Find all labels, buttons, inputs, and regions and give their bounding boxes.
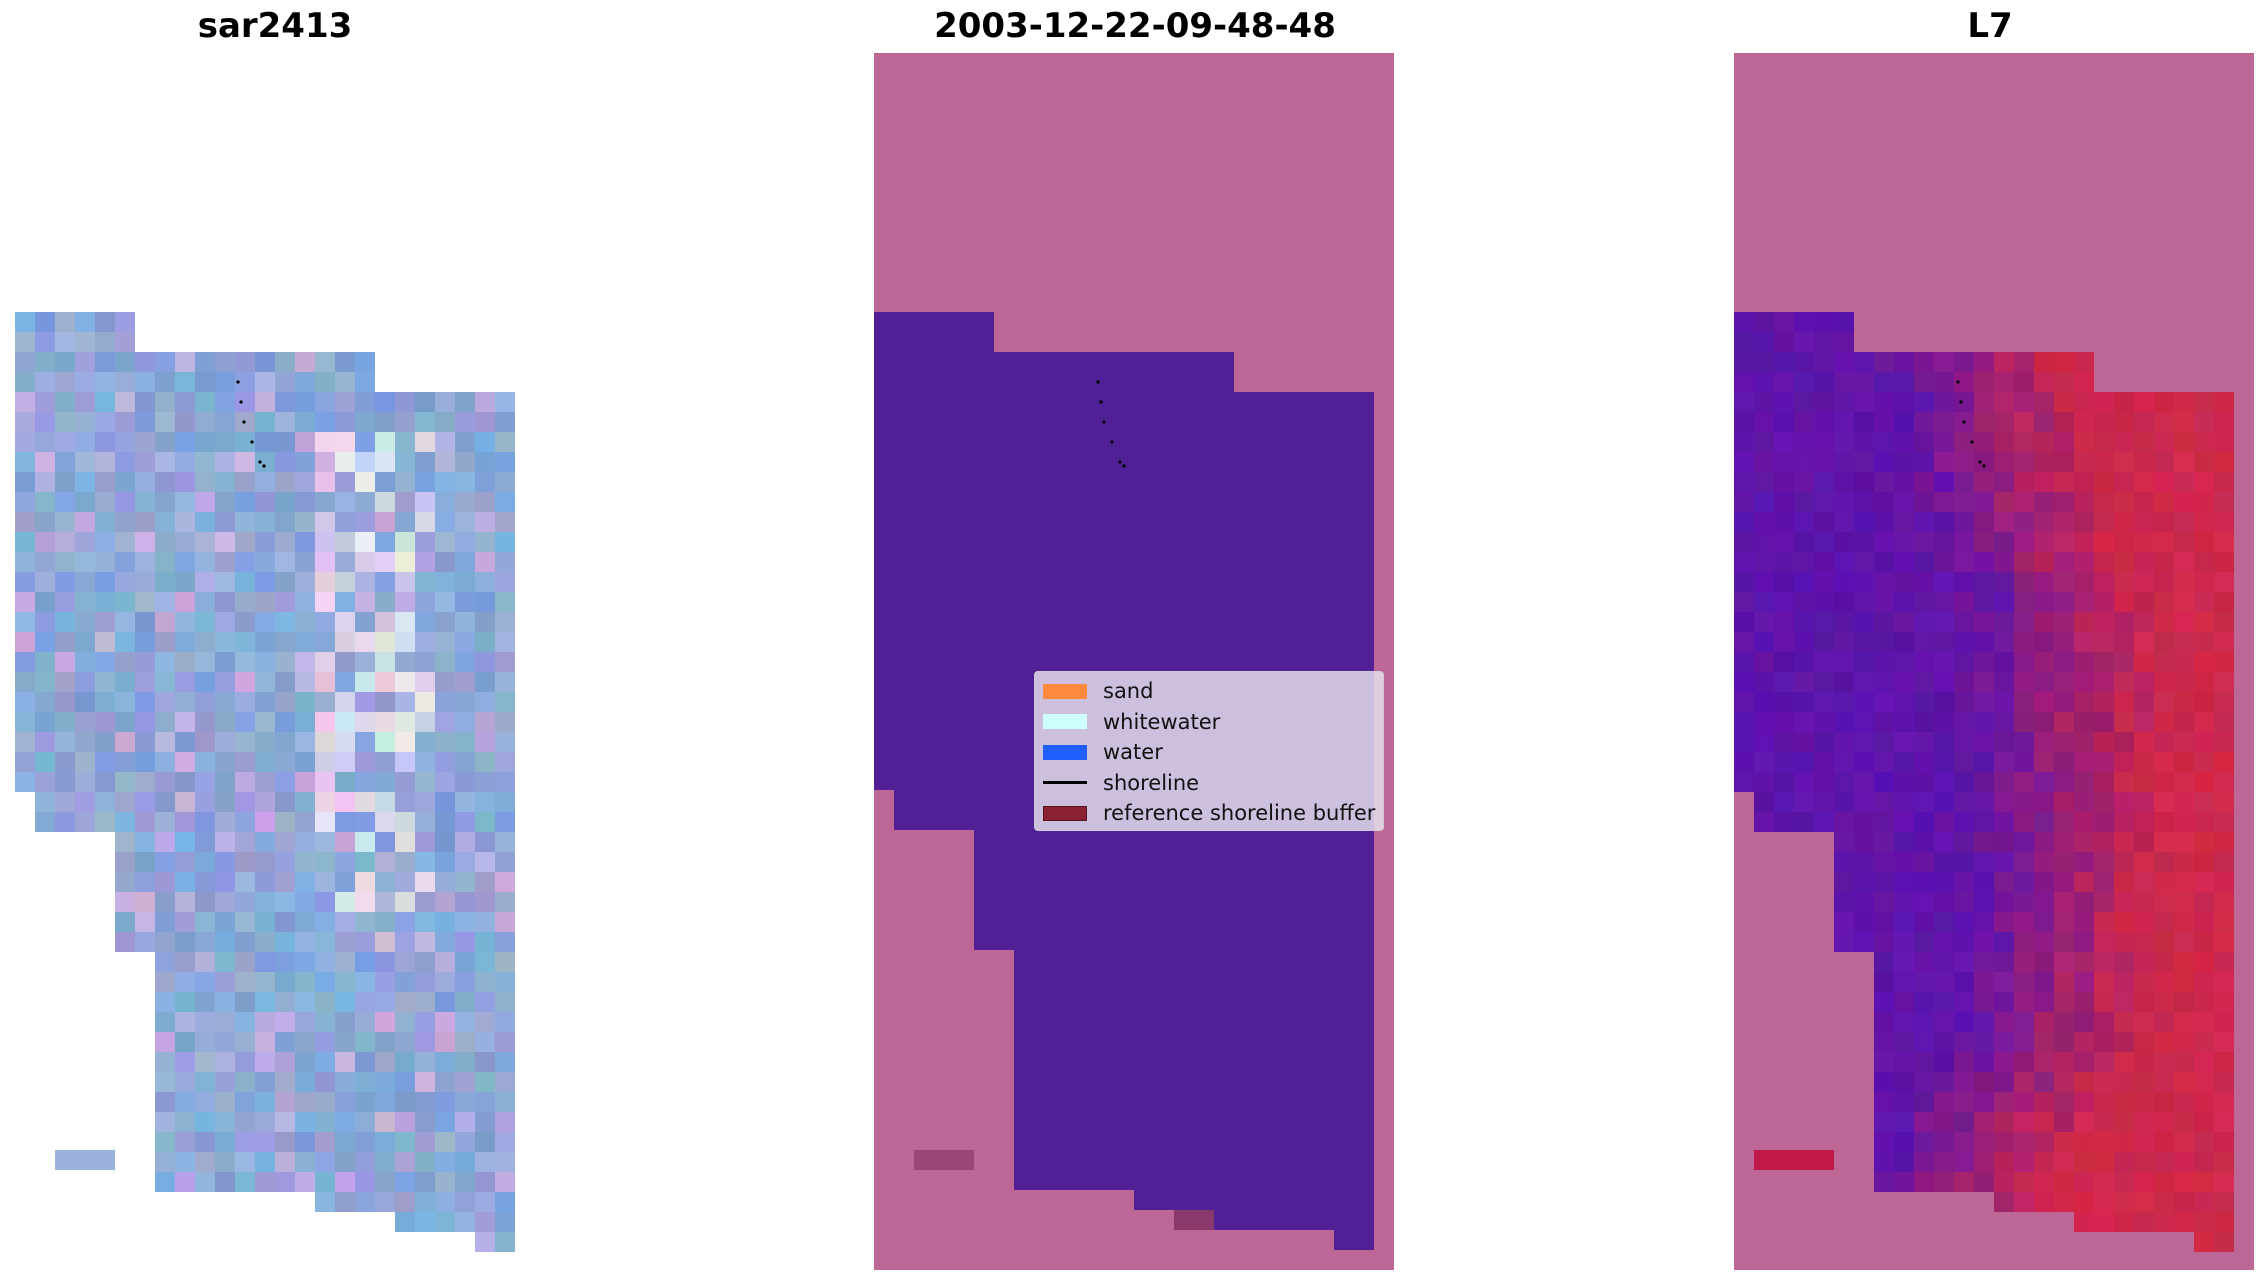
rgb-shoreline-points bbox=[236, 380, 266, 468]
legend-swatch-water bbox=[1043, 744, 1087, 760]
rgb-pixel-grid bbox=[15, 312, 515, 1252]
legend-label-sand: sand bbox=[1103, 679, 1154, 704]
legend-item-sand: sand bbox=[1043, 676, 1383, 707]
legend-label-whitewater: whitewater bbox=[1103, 709, 1221, 734]
legend-item-water: water bbox=[1043, 737, 1383, 768]
rgb-isolated-patch bbox=[55, 1150, 115, 1170]
panel-title-sar: sar2413 bbox=[197, 6, 353, 46]
legend-label-reference-buffer: reference shoreline buffer bbox=[1103, 801, 1376, 826]
l7-isolated-patch bbox=[1754, 1150, 1834, 1170]
legend-swatch-whitewater bbox=[1043, 714, 1087, 730]
l7-pixel-grid bbox=[1734, 312, 2234, 1252]
legend-swatch-reference-buffer bbox=[1043, 805, 1087, 821]
legend-label-shoreline: shoreline bbox=[1103, 770, 1200, 795]
legend-item-reference-buffer: reference shoreline buffer bbox=[1043, 798, 1383, 829]
reference-buffer-patch bbox=[914, 1150, 974, 1170]
l7-shoreline-points bbox=[1956, 380, 1986, 468]
legend-swatch-sand bbox=[1043, 683, 1087, 699]
panel-title-l7: L7 bbox=[1967, 6, 2013, 46]
legend-line-shoreline bbox=[1043, 781, 1087, 785]
legend-label-water: water bbox=[1103, 740, 1163, 765]
legend-item-whitewater: whitewater bbox=[1043, 707, 1383, 738]
legend-item-shoreline: shoreline bbox=[1043, 768, 1383, 799]
legend: sand whitewater water shoreline referenc… bbox=[1034, 671, 1384, 831]
reference-buffer-patch bbox=[1174, 1210, 1214, 1230]
panel-title-date: 2003-12-22-09-48-48 bbox=[934, 6, 1336, 46]
shoreline-points bbox=[1096, 380, 1126, 468]
